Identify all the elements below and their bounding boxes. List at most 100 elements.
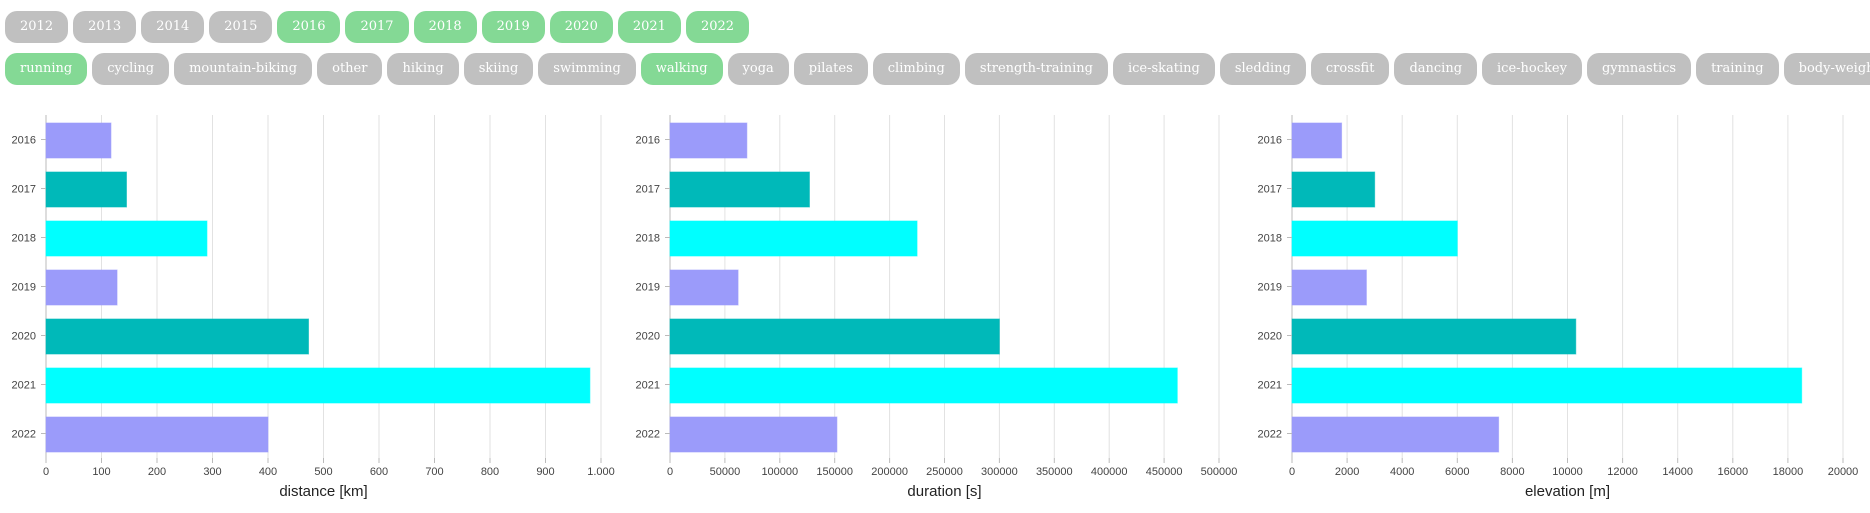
year-filter-2019[interactable]: 2019 (481, 11, 545, 43)
activity-filter-ice-skating[interactable]: ice-skating (1112, 53, 1215, 85)
distance-x-tick-label: 1.000 (587, 466, 615, 478)
distance-x-tick-label: 300 (203, 466, 221, 478)
elevation-category-label: 2019 (1258, 282, 1282, 294)
elevation-category-label: 2021 (1258, 380, 1282, 392)
duration-x-tick-label: 50000 (710, 466, 741, 478)
duration-x-tick-label: 400000 (1091, 466, 1128, 478)
duration-bar-2018 (669, 220, 918, 257)
distance-bar-2017 (45, 171, 127, 208)
activity-filter-dancing[interactable]: dancing (1394, 53, 1478, 85)
duration-x-tick-label: 300000 (981, 466, 1018, 478)
duration-x-tick-label: 0 (667, 466, 673, 478)
distance-bar-2016 (45, 122, 112, 159)
distance-x-tick-label: 200 (148, 466, 166, 478)
elevation-bar-2018 (1291, 220, 1458, 257)
activity-filter-strength-training[interactable]: strength-training (964, 53, 1108, 85)
year-filter-2016[interactable]: 2016 (277, 11, 341, 43)
elevation-category-label: 2018 (1258, 233, 1282, 245)
activity-filter-climbing[interactable]: climbing (872, 53, 960, 85)
elevation-x-tick-label: 6000 (1445, 466, 1469, 478)
activity-filter-bar: running cycling mountain-biking other hiking… (5, 53, 1870, 85)
duration-chart: 2016 2017 2018 2019 2020 2021 2022 0 50000 100000… (636, 115, 1237, 500)
year-filter-2021[interactable]: 2021 (617, 11, 681, 43)
activity-filter-running[interactable]: running (5, 53, 88, 85)
activity-filter-swimming[interactable]: swimming (538, 53, 636, 85)
elevation-x-tick-label: 20000 (1828, 466, 1859, 478)
distance-axis-title: distance [km] (279, 483, 367, 500)
distance-x-tick-label: 900 (536, 466, 554, 478)
elevation-bar-2016 (1291, 122, 1343, 159)
activity-filter-walking[interactable]: walking (640, 53, 723, 85)
distance-category-label: 2016 (12, 135, 36, 147)
activity-filter-skiing[interactable]: skiing (463, 53, 534, 85)
duration-bar-2022 (669, 416, 838, 453)
year-filter-2022[interactable]: 2022 (685, 11, 750, 43)
duration-category-label: 2016 (636, 135, 660, 147)
duration-bar-2017 (669, 171, 810, 208)
elevation-bar-2020 (1291, 318, 1577, 355)
activity-filter-yoga[interactable]: yoga (727, 53, 789, 85)
distance-chart: 2016 2017 2018 2019 2020 2021 2022 0 100 200 300 40… (12, 115, 615, 500)
activity-filter-hiking[interactable]: hiking (387, 53, 459, 85)
activity-filter-gymnastics[interactable]: gymnastics (1586, 53, 1692, 85)
duration-x-tick-label: 450000 (1146, 466, 1183, 478)
elevation-axis-title: elevation [m] (1525, 483, 1610, 500)
distance-bar-2022 (45, 416, 269, 453)
year-filter-2017[interactable]: 2017 (345, 11, 409, 43)
duration-bar-2020 (669, 318, 1000, 355)
year-filter-2015[interactable]: 2015 (209, 11, 273, 43)
elevation-bar-2021 (1291, 367, 1803, 404)
duration-x-tick-label: 100000 (761, 466, 798, 478)
activity-filter-crossfit[interactable]: crossfit (1310, 53, 1390, 85)
duration-x-tick-label: 350000 (1036, 466, 1073, 478)
distance-bar-2018 (45, 220, 208, 257)
elevation-x-tick-label: 8000 (1500, 466, 1524, 478)
activity-filter-mountain-biking[interactable]: mountain-biking (174, 53, 313, 85)
year-filter-2014[interactable]: 2014 (141, 11, 205, 43)
duration-category-label: 2018 (636, 233, 660, 245)
duration-axis-title: duration [s] (907, 483, 981, 500)
distance-category-label: 2019 (12, 282, 36, 294)
duration-category-label: 2020 (636, 331, 660, 343)
year-filter-2013[interactable]: 2013 (73, 11, 137, 43)
distance-category-label: 2018 (12, 233, 36, 245)
activity-filter-training[interactable]: training (1696, 53, 1779, 85)
elevation-x-tick-label: 12000 (1607, 466, 1638, 478)
elevation-x-tick-label: 16000 (1718, 466, 1749, 478)
elevation-bar-2019 (1291, 269, 1367, 306)
elevation-chart: 2016 2017 2018 2019 2020 2021 2022 0 2000 4000 600… (1258, 115, 1859, 500)
duration-category-label: 2017 (636, 184, 660, 196)
activity-filter-pilates[interactable]: pilates (793, 53, 868, 85)
duration-bar-2021 (669, 367, 1178, 404)
activity-filter-body-weight-training[interactable]: body-weight training (1783, 53, 1870, 85)
distance-bar-2020 (45, 318, 310, 355)
year-filter-2012[interactable]: 2012 (5, 11, 69, 43)
elevation-category-label: 2022 (1258, 429, 1282, 441)
duration-category-label: 2022 (636, 429, 660, 441)
activity-filter-cycling[interactable]: cycling (92, 53, 170, 85)
distance-category-label: 2017 (12, 184, 36, 196)
duration-category-label: 2019 (636, 282, 660, 294)
duration-x-tick-label: 150000 (816, 466, 853, 478)
year-filter-2018[interactable]: 2018 (413, 11, 477, 43)
elevation-category-label: 2017 (1258, 184, 1282, 196)
elevation-x-tick-label: 2000 (1335, 466, 1359, 478)
duration-x-tick-label: 200000 (871, 466, 908, 478)
distance-category-label: 2020 (12, 331, 36, 343)
distance-bar-2019 (45, 269, 118, 306)
distance-category-label: 2022 (12, 429, 36, 441)
elevation-bar-2017 (1291, 171, 1376, 208)
activity-filter-sledding[interactable]: sledding (1219, 53, 1306, 85)
distance-x-tick-label: 100 (92, 466, 110, 478)
distance-bar-2021 (45, 367, 591, 404)
year-filter-bar: 2012 2013 2014 2015 2016 2017 2018 2019 2020 2021… (5, 11, 750, 43)
distance-x-tick-label: 500 (314, 466, 332, 478)
distance-category-label: 2021 (12, 380, 36, 392)
distance-x-tick-label: 800 (481, 466, 499, 478)
activity-filter-ice-hockey[interactable]: ice-hockey (1482, 53, 1582, 85)
duration-x-tick-label: 250000 (926, 466, 963, 478)
activity-filter-other[interactable]: other (317, 53, 383, 85)
year-filter-2020[interactable]: 2020 (549, 11, 613, 43)
elevation-category-label: 2020 (1258, 331, 1282, 343)
